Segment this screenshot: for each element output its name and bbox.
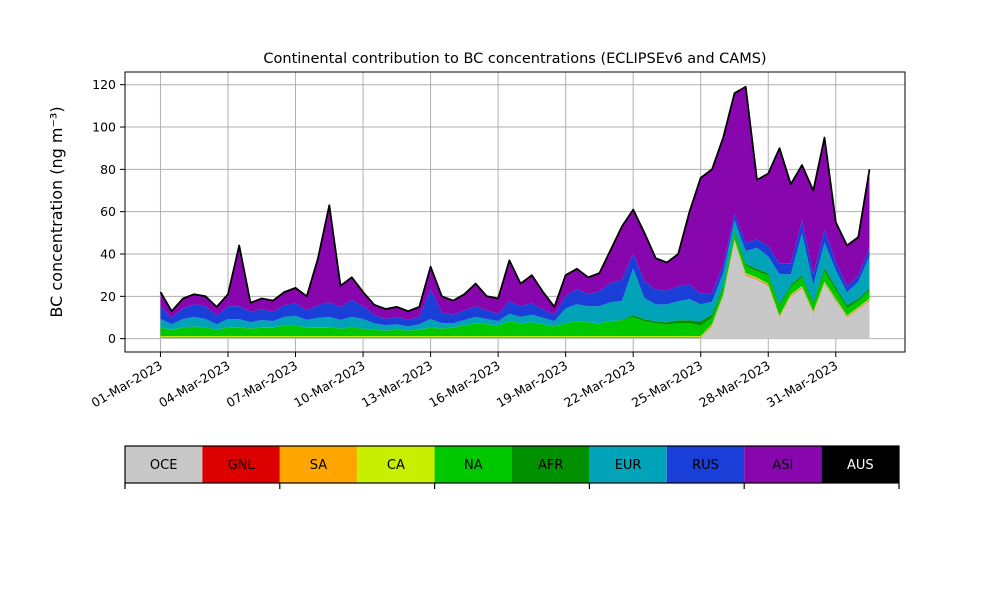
stacked-areas — [160, 86, 870, 339]
area-series-rus — [160, 214, 870, 327]
legend-label-sa: SA — [310, 458, 327, 473]
axes-frame — [120, 71, 906, 357]
y-tick-label: 120 — [92, 77, 116, 92]
legend-swatch-aus — [821, 446, 899, 483]
area-series-asi — [160, 86, 870, 320]
legend-label-afr: AFR — [538, 458, 563, 473]
legend-swatch-oce — [125, 446, 203, 483]
legend-swatch-asi — [744, 446, 822, 483]
y-axis-label: BC concentration (ng m⁻³) — [47, 106, 66, 317]
legend-label-aus: AUS — [847, 458, 874, 473]
legend-label-gnl: GNL — [228, 458, 256, 473]
legend-border — [124, 445, 900, 484]
total-line — [159, 85, 871, 313]
legend-swatch-rus — [666, 446, 745, 483]
legend-swatch-sa — [279, 446, 358, 483]
area-series-oce — [160, 241, 870, 339]
legend-label-ca: CA — [387, 458, 405, 473]
y-tick-label: 80 — [100, 162, 116, 177]
legend-strip: OCE GNL SA CA NA AFR EUR RUS ASI AUS — [124, 445, 900, 489]
y-tick-label: 100 — [92, 120, 116, 135]
legend-swatch-afr — [512, 446, 590, 483]
y-tick-label: 40 — [100, 247, 116, 262]
legend-swatch-gnl — [202, 446, 280, 483]
y-tick-label: 60 — [100, 204, 116, 219]
legend-label-na: NA — [464, 458, 483, 473]
chart-title: Continental contribution to BC concentra… — [263, 51, 766, 67]
y-tick-label: 0 — [108, 331, 116, 346]
legend-label-eur: EUR — [615, 458, 642, 473]
legend-swatch-na — [434, 446, 512, 483]
y-tick-label: 20 — [100, 289, 116, 304]
legend-swatch-eur — [589, 446, 667, 483]
total-concentration-line — [159, 85, 871, 313]
legend-label-oce: OCE — [150, 458, 178, 473]
legend-label-rus: RUS — [692, 458, 719, 473]
legend-swatch-ca — [357, 446, 435, 483]
legend-label-asi: ASI — [772, 458, 793, 473]
area-series-eur — [160, 220, 870, 331]
